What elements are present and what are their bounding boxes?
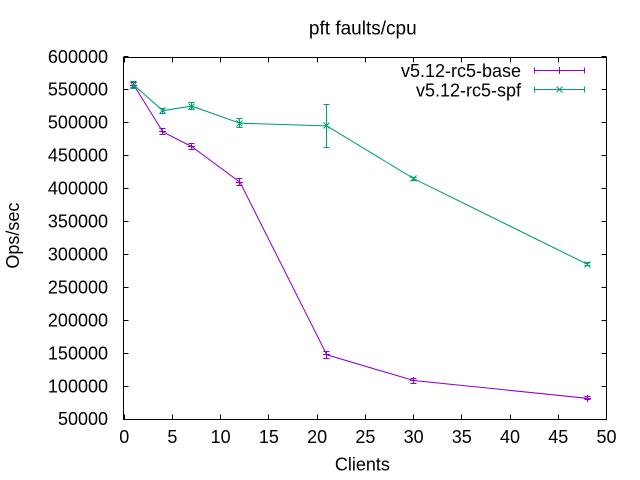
svg-text:15: 15 bbox=[259, 427, 279, 447]
svg-text:v5.12-rc5-base: v5.12-rc5-base bbox=[401, 61, 521, 81]
svg-text:300000: 300000 bbox=[48, 245, 108, 265]
svg-text:500000: 500000 bbox=[48, 113, 108, 133]
svg-text:200000: 200000 bbox=[48, 310, 108, 330]
svg-text:Ops/sec: Ops/sec bbox=[3, 203, 23, 269]
svg-text:600000: 600000 bbox=[48, 47, 108, 67]
svg-text:100000: 100000 bbox=[48, 376, 108, 396]
svg-text:v5.12-rc5-spf: v5.12-rc5-spf bbox=[416, 80, 522, 100]
svg-text:20: 20 bbox=[307, 427, 327, 447]
svg-text:30: 30 bbox=[404, 427, 424, 447]
svg-text:35: 35 bbox=[452, 427, 472, 447]
svg-text:10: 10 bbox=[211, 427, 231, 447]
svg-text:pft faults/cpu: pft faults/cpu bbox=[309, 18, 417, 39]
svg-text:25: 25 bbox=[355, 427, 375, 447]
svg-text:50000: 50000 bbox=[58, 409, 108, 429]
svg-text:40: 40 bbox=[500, 427, 520, 447]
svg-text:0: 0 bbox=[119, 427, 129, 447]
svg-text:550000: 550000 bbox=[48, 80, 108, 100]
svg-text:400000: 400000 bbox=[48, 179, 108, 199]
svg-text:5: 5 bbox=[167, 427, 177, 447]
svg-text:250000: 250000 bbox=[48, 277, 108, 297]
svg-text:450000: 450000 bbox=[48, 146, 108, 166]
svg-text:150000: 150000 bbox=[48, 343, 108, 363]
svg-text:Clients: Clients bbox=[335, 454, 390, 474]
svg-text:45: 45 bbox=[548, 427, 568, 447]
svg-text:50: 50 bbox=[596, 427, 616, 447]
svg-text:350000: 350000 bbox=[48, 212, 108, 232]
